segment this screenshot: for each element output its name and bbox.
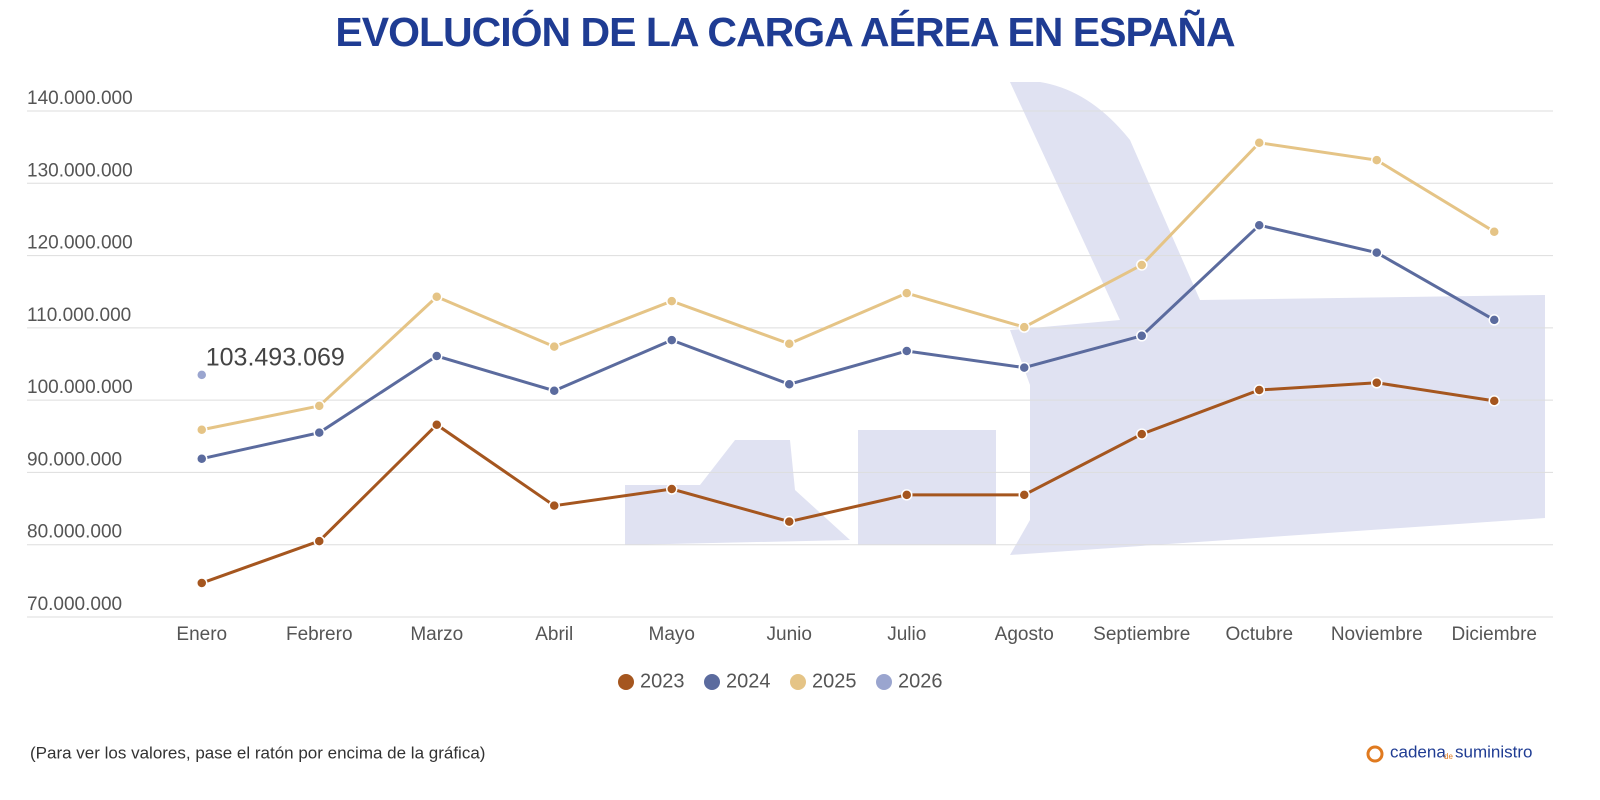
legend-marker xyxy=(790,674,806,690)
x-tick-label: Septiembre xyxy=(1093,624,1190,645)
point xyxy=(431,418,443,431)
point xyxy=(901,287,913,299)
point xyxy=(1371,377,1383,389)
legend-label: 2025 xyxy=(812,670,857,692)
forklift xyxy=(625,440,850,545)
point xyxy=(196,577,208,589)
background-illustration xyxy=(625,82,1545,555)
point xyxy=(666,334,678,346)
point xyxy=(901,345,913,357)
point xyxy=(196,452,208,465)
point xyxy=(313,535,325,547)
point xyxy=(431,291,443,303)
y-tick-label: 90.000.000 xyxy=(27,449,122,470)
x-tick-label: Marzo xyxy=(410,624,463,645)
legend-marker xyxy=(704,674,720,690)
x-tick-label: Octubre xyxy=(1225,624,1293,645)
logo: cadena de suministro xyxy=(1366,742,1532,763)
point xyxy=(1018,489,1030,501)
point xyxy=(666,483,678,495)
point xyxy=(431,350,443,362)
legend-marker xyxy=(876,674,892,690)
y-tick-label: 100.000.000 xyxy=(27,377,133,398)
legend-label: 2024 xyxy=(726,670,771,692)
point xyxy=(783,515,795,528)
point xyxy=(1253,384,1265,396)
x-tick-label: Junio xyxy=(767,624,812,645)
point xyxy=(1371,154,1383,166)
point xyxy=(548,499,560,512)
logo-text: de xyxy=(1444,752,1453,761)
y-tick-label: 70.000.000 xyxy=(27,594,122,615)
point xyxy=(313,400,325,412)
point xyxy=(1488,225,1500,238)
point xyxy=(1018,361,1030,374)
point xyxy=(313,426,325,439)
plane-tail xyxy=(1010,82,1545,555)
boxes xyxy=(858,430,996,545)
y-tick-label: 110.000.000 xyxy=(27,305,131,326)
y-tick-label: 80.000.000 xyxy=(27,522,122,543)
point xyxy=(548,384,560,397)
y-tick-label: 140.000.000 xyxy=(27,88,133,109)
x-tick-label: Mayo xyxy=(649,624,695,645)
point xyxy=(1488,314,1500,326)
footer-note: (Para ver los valores, pase el ratón por… xyxy=(30,743,485,762)
point xyxy=(1136,259,1148,271)
x-tick-label: Agosto xyxy=(995,624,1054,645)
y-tick-label: 120.000.000 xyxy=(27,233,133,254)
line xyxy=(201,381,1495,585)
line xyxy=(201,141,1496,432)
point xyxy=(196,369,208,381)
point xyxy=(548,340,560,353)
legend-marker xyxy=(618,674,634,690)
logo-text: suministro xyxy=(1455,742,1532,761)
point xyxy=(1488,395,1500,407)
point xyxy=(783,378,795,390)
point xyxy=(1253,137,1265,149)
logo-text: cadena xyxy=(1390,742,1446,761)
point xyxy=(1371,246,1383,259)
x-tick-label: Febrero xyxy=(286,624,353,645)
point xyxy=(901,489,913,501)
point xyxy=(666,295,678,307)
logo-icon xyxy=(1366,745,1384,763)
point xyxy=(1136,428,1148,440)
x-tick-label: Diciembre xyxy=(1451,624,1537,645)
chart-title: EVOLUCIÓN DE LA CARGA AÉREA EN ESPAÑA xyxy=(335,9,1235,55)
point xyxy=(1018,321,1030,333)
point xyxy=(196,424,208,436)
y-tick-label: 130.000.000 xyxy=(27,160,133,181)
x-tick-label: Abril xyxy=(535,624,573,645)
point xyxy=(783,338,795,350)
legend-label: 2023 xyxy=(640,670,685,692)
x-tick-label: Julio xyxy=(887,624,926,645)
data-label: 103.493.069 xyxy=(206,344,345,372)
x-tick-label: Enero xyxy=(176,624,227,645)
point xyxy=(1253,219,1265,231)
x-tick-label: Noviembre xyxy=(1331,624,1423,645)
legend-label: 2026 xyxy=(898,670,943,692)
line xyxy=(201,223,1495,461)
point xyxy=(1136,330,1148,342)
